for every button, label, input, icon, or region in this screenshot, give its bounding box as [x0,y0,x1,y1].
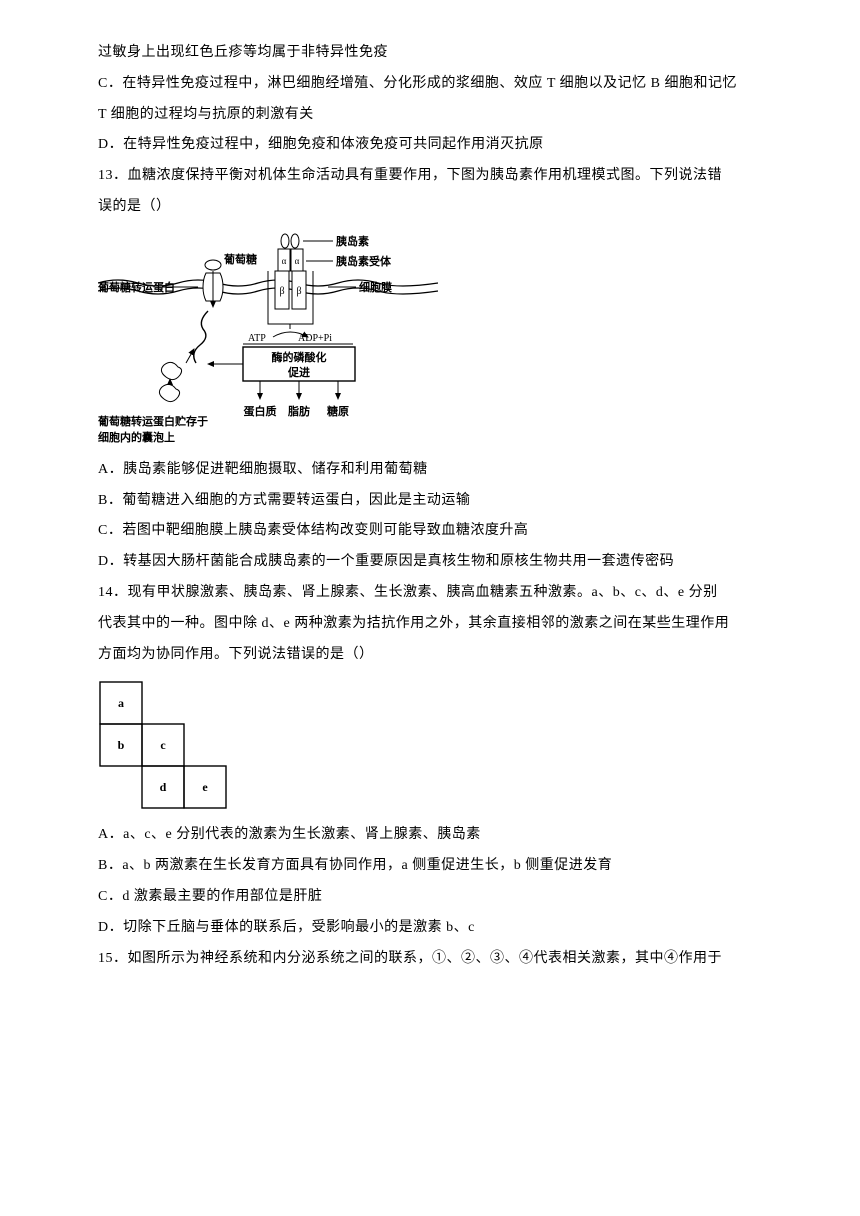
option-c-line2: T 细胞的过程均与抗原的刺激有关 [98,100,762,131]
svg-text:酶的磷酸化: 酶的磷酸化 [272,350,327,364]
svg-text:葡萄糖转运蛋白: 葡萄糖转运蛋白 [98,280,175,294]
svg-text:蛋白质: 蛋白质 [244,404,277,418]
q15-stem-line1: 15．如图所示为神经系统和内分泌系统之间的联系，①、②、③、④代表相关激素，其中… [98,944,762,975]
q13-option-b: B．葡萄糖进入细胞的方式需要转运蛋白，因此是主动运输 [98,486,762,517]
q14-stem-line2: 代表其中的一种。图中除 d、e 两种激素为拮抗作用之外，其余直接相邻的激素之间在… [98,609,762,640]
q13-option-a: A．胰岛素能够促进靶细胞摄取、储存和利用葡萄糖 [98,455,762,486]
option-c-line1: C．在特异性免疫过程中，淋巴细胞经增殖、分化形成的浆细胞、效应 T 细胞以及记忆… [98,69,762,100]
q14-option-b: B．a、b 两激素在生长发育方面具有协同作用，a 侧重促进生长，b 侧重促进发育 [98,851,762,882]
svg-text:α: α [282,256,287,266]
q13-stem-line2: 误的是（） [98,192,762,223]
svg-text:脂肪: 脂肪 [287,404,310,418]
q13-stem-line1: 13．血糖浓度保持平衡对机体生命活动具有重要作用，下图为胰岛素作用机理模式图。下… [98,161,762,192]
q14-option-c: C．d 激素最主要的作用部位是肝脏 [98,882,762,913]
q14-stem-line3-text: 方面均为协同作用。下列说法错误的是（） [98,647,374,662]
q14-stem-line1: 14．现有甲状腺激素、胰岛素、肾上腺素、生长激素、胰高血糖素五种激素。a、b、c… [98,578,762,609]
svg-text:葡萄糖: 葡萄糖 [223,252,257,266]
q14-option-a: A．a、c、e 分别代表的激素为生长激素、肾上腺素、胰岛素 [98,820,762,851]
svg-text:促进: 促进 [287,365,310,379]
svg-text:ATP: ATP [248,333,266,344]
hormone-grid-diagram: a b c d e [98,680,762,810]
q13-option-d: D．转基因大肠杆菌能合成胰岛素的一个重要原因是真核生物和原核生物共用一套遗传密码 [98,547,762,578]
q14-option-d: D．切除下丘脑与垂体的联系后，受影响最小的是激素 b、c [98,913,762,944]
svg-text:β: β [279,286,284,297]
svg-text:葡萄糖转运蛋白贮存于: 葡萄糖转运蛋白贮存于 [98,414,208,428]
insulin-mechanism-diagram: αα β β 胰岛素胰岛素受体细胞膜 葡萄糖葡萄糖转运蛋白葡萄糖转运蛋白贮存于细胞内的囊… [98,229,762,447]
text-line: 过敏身上出现红色丘疹等均属于非特异性免疫 [98,38,762,69]
svg-text:e: e [202,780,208,794]
q14-stem-line3: 方面均为协同作用。下列说法错误的是（） [98,640,762,671]
svg-text:c: c [160,738,166,752]
svg-text:b: b [118,738,125,752]
svg-text:细胞膜: 细胞膜 [359,280,392,294]
svg-text:胰岛素受体: 胰岛素受体 [335,254,392,268]
svg-text:糖原: 糖原 [327,404,349,418]
svg-text:胰岛素: 胰岛素 [335,234,369,248]
svg-text:α: α [295,256,300,266]
q13-option-c: C．若图中靶细胞膜上胰岛素受体结构改变则可能导致血糖浓度升高 [98,516,762,547]
svg-text:细胞内的囊泡上: 细胞内的囊泡上 [98,430,175,444]
svg-text:d: d [160,780,167,794]
svg-text:a: a [118,696,124,710]
svg-text:β: β [296,286,301,297]
option-d: D．在特异性免疫过程中，细胞免疫和体液免疫可共同起作用消灭抗原 [98,130,762,161]
